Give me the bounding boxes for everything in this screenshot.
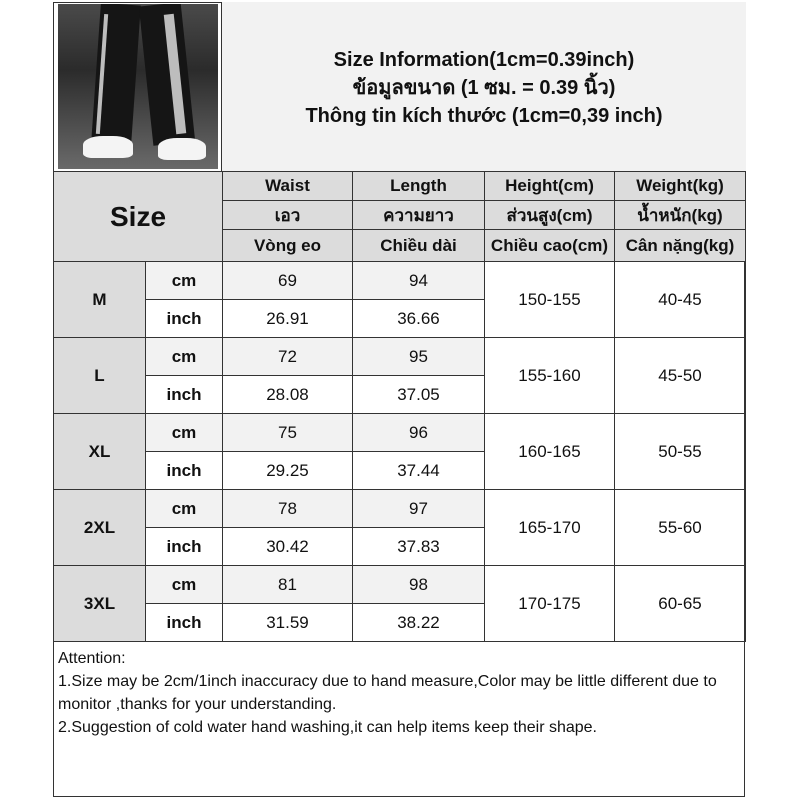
waist-inch: 28.08 xyxy=(222,375,353,414)
length-inch: 37.05 xyxy=(352,375,485,414)
col-length-en: Length xyxy=(352,171,485,201)
product-photo xyxy=(58,4,218,169)
length-cm: 95 xyxy=(352,337,485,376)
waist-cm: 69 xyxy=(222,261,353,300)
unit-inch: inch xyxy=(145,451,223,490)
size-row-cm: 2XL cm 78 97 165-170 55-60 xyxy=(53,489,746,566)
height-range: 160-165 xyxy=(484,413,615,490)
weight-range: 40-45 xyxy=(614,261,746,338)
length-cm: 97 xyxy=(352,489,485,528)
size-row-inch: inch 31.59 38.22 xyxy=(54,603,746,642)
col-waist-th: เอว xyxy=(222,200,353,230)
size-label: 3XL xyxy=(53,565,146,642)
col-weight-th: น้ำหนัก(kg) xyxy=(614,200,746,230)
col-height-th: ส่วนสูง(cm) xyxy=(484,200,615,230)
weight-range: 50-55 xyxy=(614,413,746,490)
unit-inch: inch xyxy=(145,603,223,642)
size-label: 2XL xyxy=(53,489,146,566)
length-inch: 37.83 xyxy=(352,527,485,566)
waist-inch: 26.91 xyxy=(222,299,353,338)
col-waist-vi: Vòng eo xyxy=(222,229,353,262)
unit-inch: inch xyxy=(145,527,223,566)
unit-cm: cm xyxy=(145,565,223,604)
size-label: M xyxy=(53,261,146,338)
size-label: L xyxy=(53,337,146,414)
size-row-cm: M cm 69 94 150-155 40-45 xyxy=(53,261,746,338)
weight-range: 55-60 xyxy=(614,489,746,566)
attention-note-1: 1.Size may be 2cm/1inch inaccuracy due t… xyxy=(58,673,717,713)
size-row-cm: 3XL cm 81 98 170-175 60-65 xyxy=(53,565,746,642)
unit-cm: cm xyxy=(145,261,223,300)
height-range: 170-175 xyxy=(484,565,615,642)
header-title-en: Size Information(1cm=0.39inch) xyxy=(333,49,635,71)
height-range: 150-155 xyxy=(484,261,615,338)
col-weight-vi: Cân nặng(kg) xyxy=(614,229,746,262)
unit-inch: inch xyxy=(145,299,223,338)
unit-cm: cm xyxy=(145,337,223,376)
length-cm: 98 xyxy=(352,565,485,604)
attention-title: Attention: xyxy=(58,650,126,667)
size-row-inch: inch 29.25 37.44 xyxy=(54,451,746,490)
waist-cm: 81 xyxy=(222,565,353,604)
waist-inch: 31.59 xyxy=(222,603,353,642)
size-row-cm: L cm 72 95 155-160 45-50 xyxy=(53,337,746,414)
col-height-en: Height(cm) xyxy=(484,171,615,201)
length-cm: 96 xyxy=(352,413,485,452)
waist-inch: 30.42 xyxy=(222,527,353,566)
col-waist-en: Waist xyxy=(222,171,353,201)
size-info-header: Size Information(1cm=0.39inch) ข้อมูลขนา… xyxy=(221,2,746,171)
size-label: XL xyxy=(53,413,146,490)
attention-notes: Attention: 1.Size may be 2cm/1inch inacc… xyxy=(53,644,745,797)
length-inch: 36.66 xyxy=(352,299,485,338)
waist-cm: 78 xyxy=(222,489,353,528)
col-length-vi: Chiều dài xyxy=(352,229,485,262)
length-inch: 38.22 xyxy=(352,603,485,642)
size-row-cm: XL cm 75 96 160-165 50-55 xyxy=(53,413,746,490)
weight-range: 45-50 xyxy=(614,337,746,414)
unit-cm: cm xyxy=(145,413,223,452)
unit-cm: cm xyxy=(145,489,223,528)
col-weight-en: Weight(kg) xyxy=(614,171,746,201)
header-title-vi: Thông tin kích thước (1cm=0,39 inch) xyxy=(305,105,663,127)
unit-inch: inch xyxy=(145,375,223,414)
waist-cm: 75 xyxy=(222,413,353,452)
size-table: Size Waist Length Height(cm) Weight(kg) … xyxy=(53,171,746,642)
size-row-inch: inch 26.91 36.66 xyxy=(54,299,746,338)
waist-cm: 72 xyxy=(222,337,353,376)
waist-inch: 29.25 xyxy=(222,451,353,490)
size-row-inch: inch 28.08 37.05 xyxy=(54,375,746,414)
height-range: 165-170 xyxy=(484,489,615,566)
col-height-vi: Chiều cao(cm) xyxy=(484,229,615,262)
weight-range: 60-65 xyxy=(614,565,746,642)
header-title-th: ข้อมูลขนาด (1 ซม. = 0.39 นิ้ว) xyxy=(352,77,616,99)
length-inch: 37.44 xyxy=(352,451,485,490)
height-range: 155-160 xyxy=(484,337,615,414)
length-cm: 94 xyxy=(352,261,485,300)
col-length-th: ความยาว xyxy=(352,200,485,230)
attention-note-2: 2.Suggestion of cold water hand washing,… xyxy=(58,719,597,736)
size-header: Size xyxy=(53,171,223,262)
